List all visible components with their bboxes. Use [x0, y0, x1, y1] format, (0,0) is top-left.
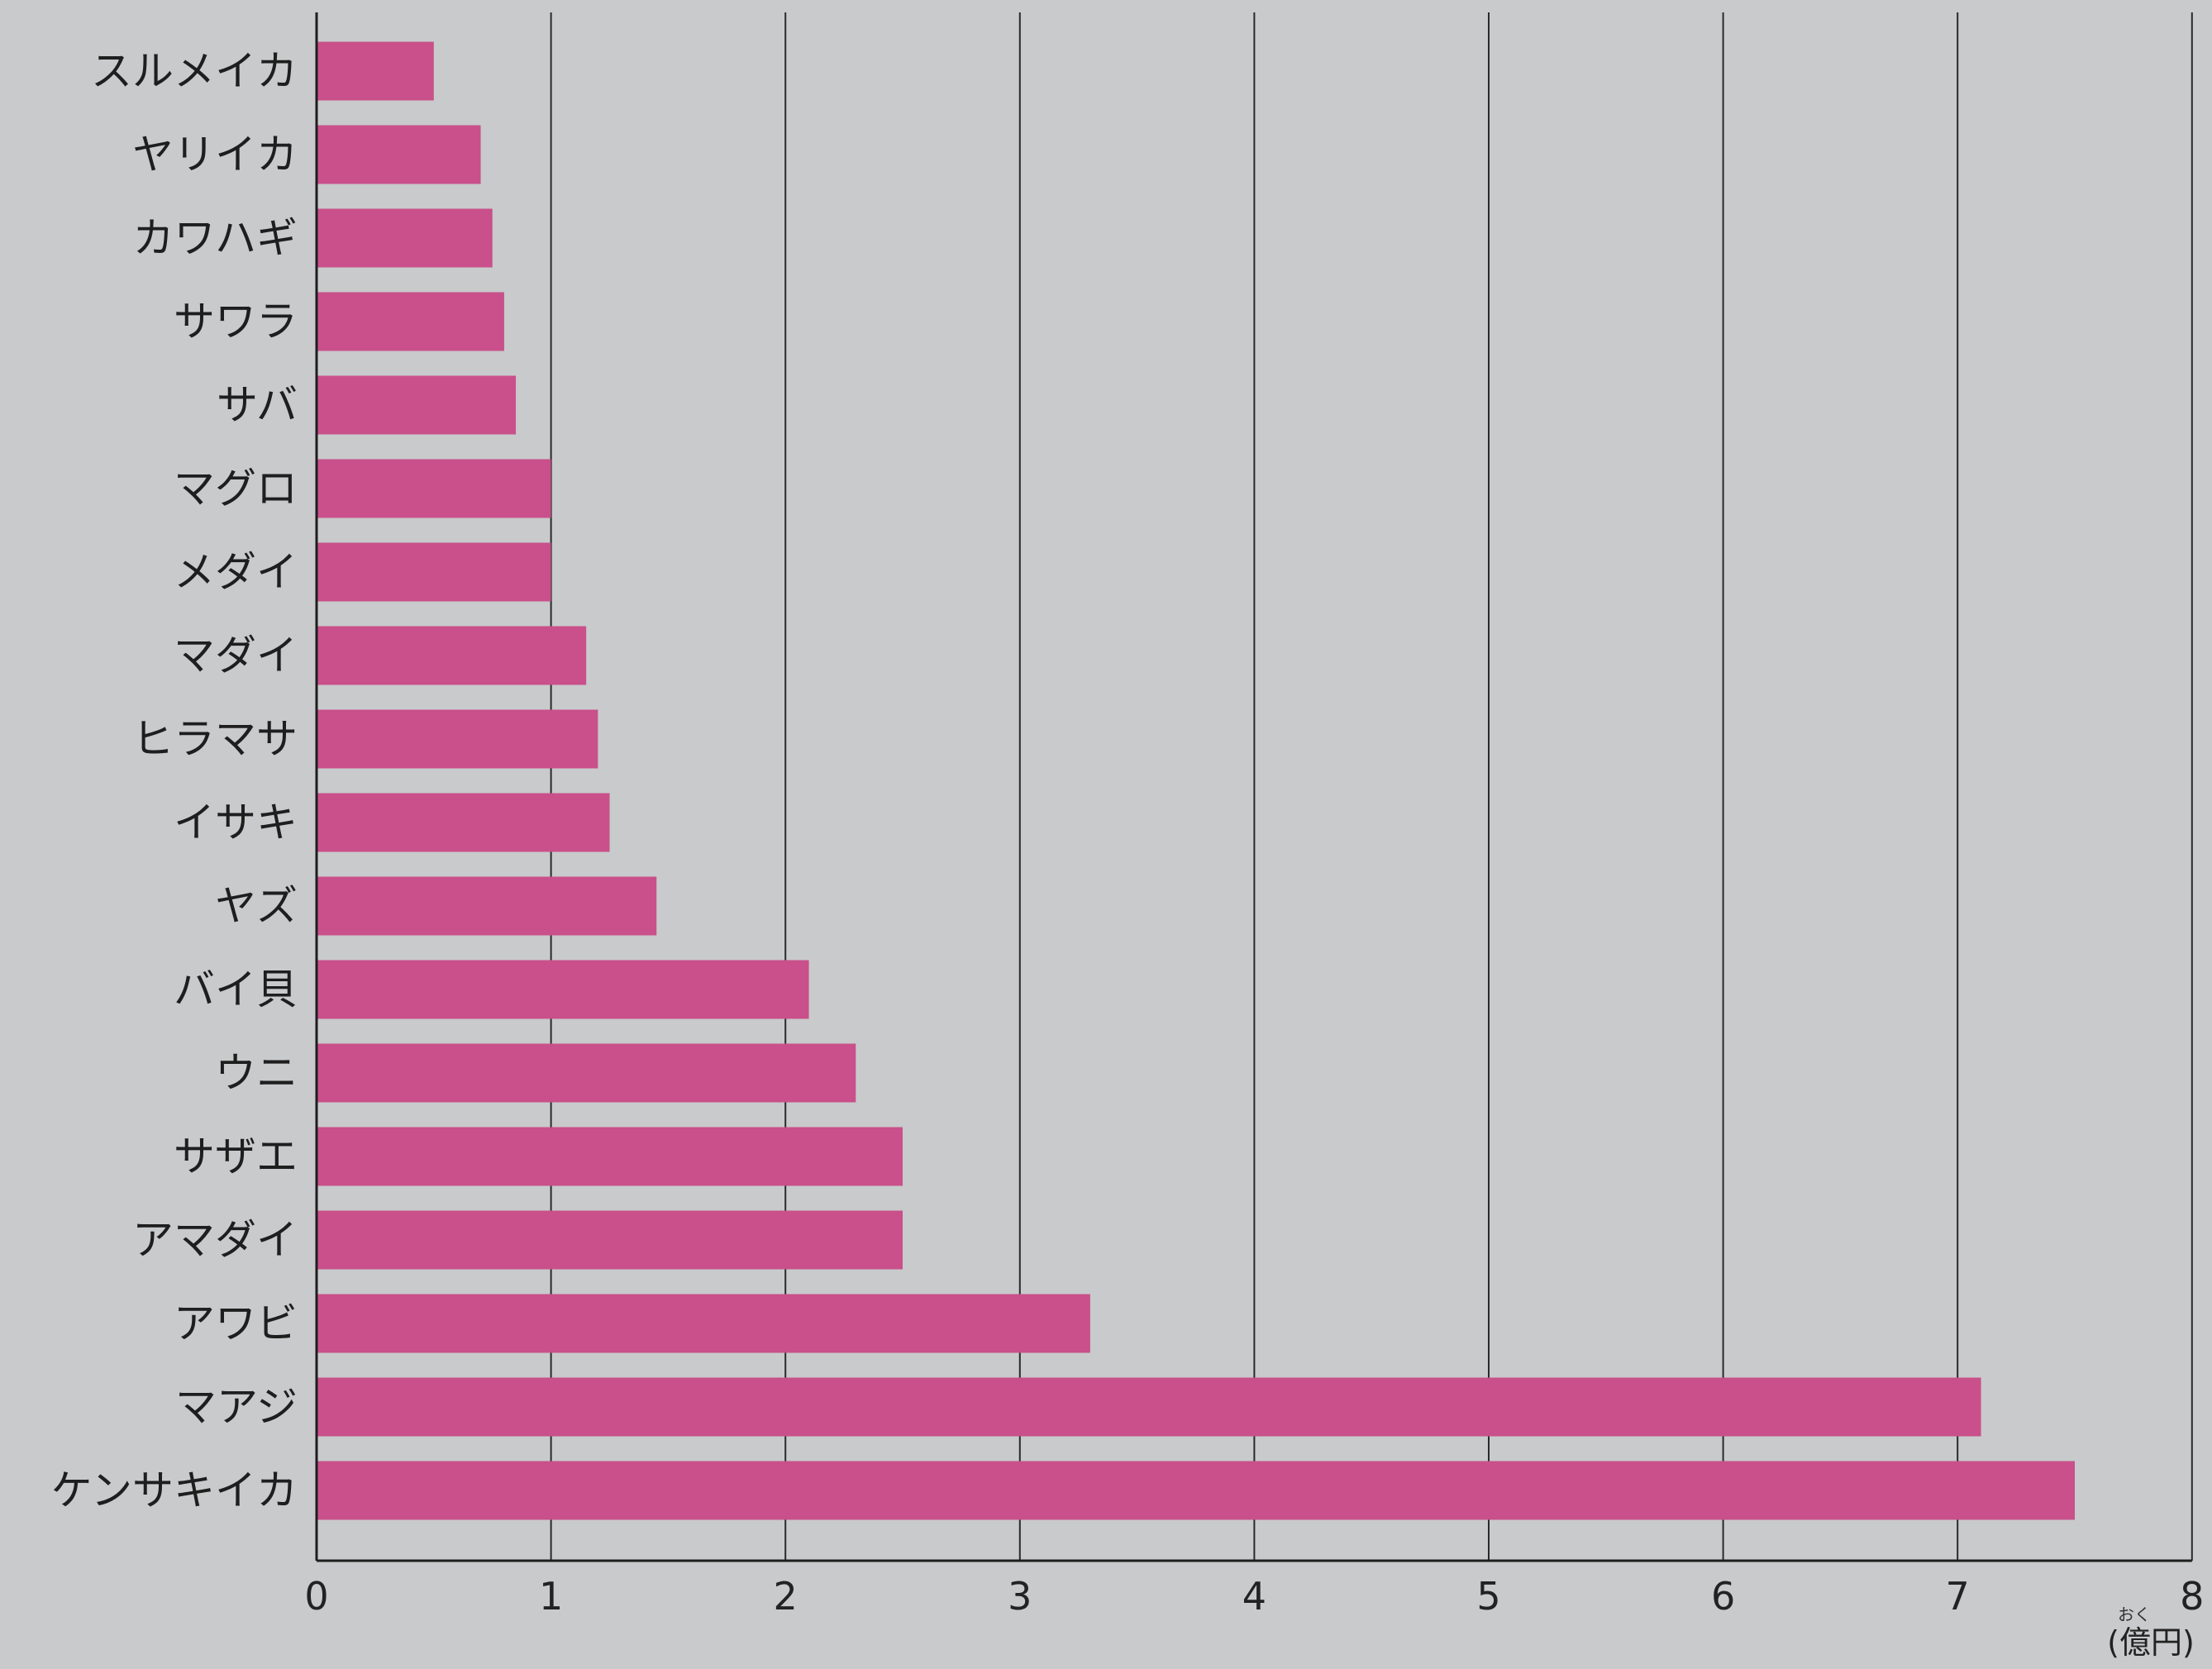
- bar: [317, 1294, 1090, 1353]
- x-tick-label: 5: [1476, 1574, 1500, 1619]
- bar: [317, 208, 493, 268]
- unit-label-group: おく (億円): [2107, 1605, 2195, 1661]
- gridlines: [550, 12, 2193, 1561]
- axes: [315, 12, 2192, 1562]
- bar: [317, 960, 809, 1019]
- category-label: ヤズ: [215, 882, 298, 930]
- x-tick-label: 3: [1008, 1574, 1032, 1619]
- x-tick-label: 2: [774, 1574, 798, 1619]
- category-label: マダイ: [174, 632, 298, 680]
- bar: [317, 542, 551, 602]
- category-labels: スルメイカヤリイカカワハギサワラサバマグロメダイマダイヒラマサイサキヤズバイ貝ウ…: [51, 47, 298, 1514]
- category-label: ウニ: [215, 1049, 298, 1097]
- bar: [317, 375, 517, 435]
- category-label: メダイ: [174, 548, 298, 596]
- x-tick-label: 4: [1242, 1574, 1266, 1619]
- x-tick-label: 7: [1946, 1574, 1970, 1619]
- category-label: サワラ: [174, 298, 298, 346]
- bar: [317, 41, 434, 101]
- x-tick-label: 8: [2180, 1574, 2204, 1619]
- bar: [317, 626, 587, 685]
- category-label: アワビ: [174, 1299, 298, 1347]
- category-label: ヒラマサ: [132, 715, 298, 763]
- category-label: ケンサキイカ: [51, 1466, 298, 1514]
- bar: [317, 292, 504, 351]
- bar: [317, 876, 657, 936]
- bar: [317, 459, 551, 518]
- bar: [317, 793, 610, 852]
- category-label: サバ: [217, 381, 298, 429]
- unit-label: (億円): [2107, 1624, 2195, 1661]
- category-label: カワハギ: [133, 214, 298, 262]
- category-label: サザエ: [174, 1133, 298, 1180]
- bars: [317, 41, 2075, 1520]
- x-tick-label: 0: [304, 1574, 328, 1619]
- x-tick-label: 6: [1711, 1574, 1735, 1619]
- category-label: アマダイ: [132, 1216, 298, 1264]
- bar: [317, 1210, 903, 1270]
- bar: [317, 709, 598, 769]
- category-label: ヤリイカ: [132, 131, 298, 179]
- unit-ruby: おく: [2118, 1605, 2151, 1624]
- tick-labels: 0 1 2 3 4 5 6 7 8: [304, 1574, 2204, 1619]
- category-label: バイ貝: [174, 966, 298, 1013]
- x-tick-label: 1: [539, 1574, 563, 1619]
- bar: [317, 1043, 856, 1103]
- bar: [317, 1377, 1981, 1437]
- bar: [317, 1461, 2075, 1520]
- category-label: スルメイカ: [91, 47, 298, 95]
- category-label: マアジ: [175, 1383, 298, 1431]
- bar: [317, 1127, 903, 1186]
- category-label: マグロ: [174, 465, 298, 513]
- category-label: イサキ: [174, 799, 298, 846]
- bar: [317, 125, 481, 184]
